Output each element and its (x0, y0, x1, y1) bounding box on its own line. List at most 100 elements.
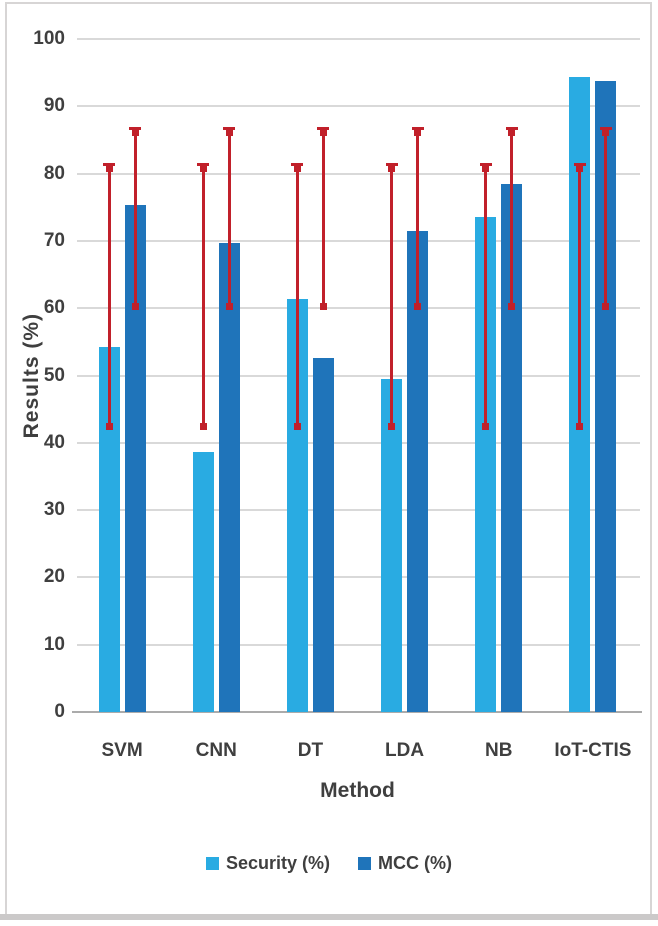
error-bar-line (227, 127, 231, 307)
error-bar-top-marker (293, 164, 301, 172)
legend-item-security: Security (%) (205, 853, 331, 874)
y-axis-tick-labels: 100 90 80 70 60 50 40 30 20 10 0 (0, 28, 65, 722)
bar-lda-mcc (407, 230, 429, 712)
error-bar-bottom-marker (576, 423, 584, 431)
bar-svm-mcc (124, 204, 146, 712)
plot-area (72, 38, 642, 713)
gridline-30 (77, 509, 640, 512)
x-tick-label-nb: NB (485, 740, 513, 761)
error-bar-bottom-marker (602, 302, 610, 310)
gridline-70 (77, 239, 640, 242)
error-bar-top-marker (388, 164, 396, 172)
x-tick-label-svm: SVM (101, 740, 143, 761)
error-bar-top-marker (576, 164, 584, 172)
y-tick-label-70: 70 (43, 229, 65, 251)
legend: Security (%) MCC (%) (0, 853, 658, 874)
error-bar-line (201, 162, 205, 428)
error-bar-cap (573, 162, 586, 166)
gridline-60 (77, 307, 640, 310)
error-bar-lda-security (385, 162, 398, 431)
error-bar-nb-mcc (505, 127, 518, 310)
error-bar-bottom-marker (225, 302, 233, 310)
error-bar-cap (599, 127, 612, 131)
x-tick-label-iot-ctis: IoT-CTIS (554, 740, 632, 761)
error-bar-svm-security (103, 162, 116, 431)
gridline-40 (77, 441, 640, 444)
error-bar-top-marker (225, 129, 233, 137)
y-tick-label-20: 20 (43, 566, 65, 588)
error-bar-dt-security (291, 162, 304, 431)
y-tick-label-60: 60 (43, 297, 65, 319)
error-bar-bottom-marker (131, 302, 139, 310)
bar-cnn-mcc (218, 242, 240, 712)
error-bar-line (321, 127, 325, 307)
error-bar-line (295, 162, 299, 428)
error-bar-cap (385, 162, 398, 166)
error-bar-line (510, 127, 514, 307)
error-bar-cap (317, 127, 330, 131)
error-bar-bottom-marker (414, 302, 422, 310)
y-tick-label-10: 10 (43, 633, 65, 655)
legend-swatch-mcc-icon (358, 857, 372, 870)
y-tick-label-80: 80 (43, 162, 65, 184)
x-tick-label-dt: DT (297, 740, 324, 761)
error-bar-top-marker (105, 164, 113, 172)
legend-label-mcc: MCC (%) (378, 853, 453, 873)
error-bar-top-marker (482, 164, 490, 172)
gridline-20 (77, 576, 640, 579)
error-bar-bottom-marker (293, 423, 301, 431)
gridline-80 (77, 172, 640, 175)
error-bar-bottom-marker (199, 423, 207, 431)
gridline-90 (77, 105, 640, 108)
error-bar-line (578, 162, 582, 428)
gridline-10 (77, 643, 640, 646)
error-bar-top-marker (199, 164, 207, 172)
figure-frame-bottom (0, 914, 658, 920)
error-bar-cap (129, 127, 142, 131)
y-tick-label-100: 100 (33, 28, 65, 49)
x-tick-label-lda: LDA (385, 740, 425, 761)
legend-item-mcc: MCC (%) (358, 853, 452, 874)
error-bar-cap (479, 162, 492, 166)
bar-dt-mcc (312, 358, 334, 712)
error-bar-line (604, 127, 608, 307)
error-bar-bottom-marker (319, 302, 327, 310)
error-bar-cnn-security (197, 162, 210, 431)
error-bar-cap (291, 162, 304, 166)
error-bar-cap (197, 162, 210, 166)
error-bar-cap (505, 127, 518, 131)
error-bar-lda-mcc (411, 127, 424, 310)
error-bar-cap (411, 127, 424, 131)
error-bar-line (484, 162, 488, 428)
y-tick-label-50: 50 (43, 364, 65, 386)
error-bar-iot-ctis-security (573, 162, 586, 431)
gridline-50 (77, 374, 640, 377)
bar-dt-security (286, 298, 308, 712)
y-tick-label-30: 30 (43, 499, 65, 521)
error-bar-line (107, 162, 111, 428)
error-bar-cnn-mcc (223, 127, 236, 310)
error-bar-bottom-marker (482, 423, 490, 431)
bar-iot-ctis-mcc (595, 81, 617, 712)
y-tick-label-40: 40 (43, 431, 65, 453)
error-bar-top-marker (602, 129, 610, 137)
error-bar-line (390, 162, 394, 428)
y-tick-label-0: 0 (54, 701, 65, 722)
gridline-100 (77, 38, 640, 40)
error-bar-bottom-marker (105, 423, 113, 431)
error-bar-svm-mcc (129, 127, 142, 310)
x-axis-title: Method (320, 779, 395, 802)
legend-swatch-security-icon (205, 857, 219, 870)
error-bar-nb-security (479, 162, 492, 431)
bar-nb-mcc (501, 184, 523, 712)
error-bar-bottom-marker (388, 423, 396, 431)
legend-label-security: Security (%) (225, 853, 331, 873)
bar-cnn-security (192, 452, 214, 712)
error-bar-iot-ctis-mcc (599, 127, 612, 310)
error-bar-top-marker (414, 129, 422, 137)
error-bar-bottom-marker (508, 302, 516, 310)
error-bar-top-marker (131, 129, 139, 137)
error-bar-line (416, 127, 420, 307)
x-tick-label-cnn: CNN (195, 740, 237, 761)
